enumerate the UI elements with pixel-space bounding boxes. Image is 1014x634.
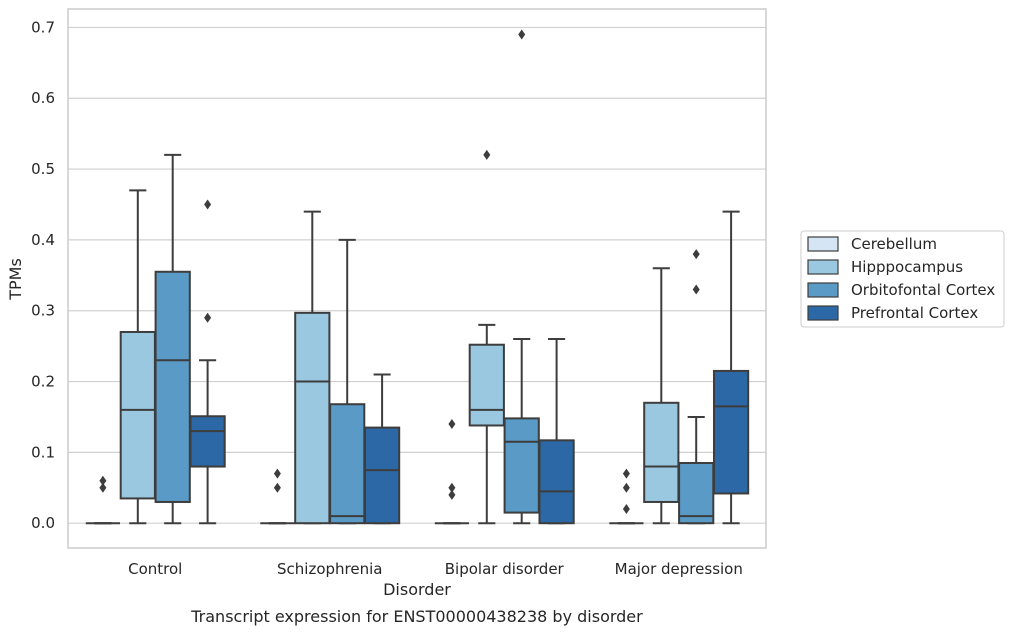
box-group <box>85 153 226 525</box>
box <box>468 343 505 427</box>
box-plot-item <box>503 29 540 525</box>
box-group <box>434 29 575 525</box>
y-axis-label: TPMs <box>6 258 25 301</box>
outlier-marker <box>622 468 630 479</box>
outlier-marker <box>99 475 107 486</box>
legend-item: Orbitofontal Cortex <box>807 281 995 299</box>
legend-label: Prefrontal Cortex <box>851 304 978 322</box>
outlier-marker <box>622 504 630 515</box>
plot-frame <box>67 8 767 549</box>
box <box>294 311 331 525</box>
box <box>643 401 680 503</box>
x-tick-labels: Control Schizophrenia Bipolar disorder Majo… <box>128 560 743 578</box>
box-plot-item <box>294 210 331 525</box>
box-plot-item <box>154 153 191 525</box>
legend: Cerebellum Hipppocampus Orbitofontal Corte… <box>800 230 1005 328</box>
box <box>154 270 191 503</box>
box <box>712 369 750 495</box>
box-plot-item <box>363 373 401 525</box>
box <box>503 417 540 514</box>
box-plot-item <box>468 149 505 525</box>
outlier-marker <box>622 482 630 493</box>
outlier-marker <box>99 482 107 493</box>
y-tick-label: 0.6 <box>31 89 55 107</box>
outlier-marker <box>692 249 700 260</box>
box <box>363 426 401 525</box>
legend-item: Cerebellum <box>807 235 937 253</box>
box-plot-item <box>434 419 470 525</box>
legend-label: Cerebellum <box>851 235 937 253</box>
outlier-marker <box>518 29 526 40</box>
legend-swatch <box>807 305 839 321</box>
box-groups <box>85 29 750 525</box>
y-tick-label: 0.7 <box>31 18 55 36</box>
legend-label: Hipppocampus <box>851 258 963 276</box>
outlier-marker <box>273 468 281 479</box>
legend-label: Orbitofontal Cortex <box>851 281 995 299</box>
box <box>329 403 366 525</box>
box-plot-item <box>260 468 295 525</box>
x-tick-label: Control <box>128 560 182 578</box>
outlier-marker <box>448 489 456 500</box>
box-plot-item <box>189 199 226 525</box>
box <box>189 415 226 468</box>
box-plot-item <box>538 338 575 525</box>
y-tick-label: 0.2 <box>31 373 55 391</box>
box <box>119 330 156 500</box>
outlier-marker <box>204 199 212 210</box>
box-plot-item <box>678 249 715 525</box>
legend-frame <box>800 230 1005 328</box>
y-tick-label: 0.4 <box>31 231 55 249</box>
y-tick-label: 0.3 <box>31 302 55 320</box>
x-tick-label: Bipolar disorder <box>445 560 565 578</box>
y-tick-label: 0.5 <box>31 160 55 178</box>
legend-swatch <box>807 282 839 298</box>
box-plot-item <box>712 210 750 525</box>
y-tick-label: 0.0 <box>31 514 55 532</box>
box <box>538 439 575 525</box>
outlier-marker <box>273 482 281 493</box>
box-plot-item <box>85 475 121 525</box>
x-tick-label: Major depression <box>615 560 743 578</box>
figure-caption: Transcript expression for ENST0000043823… <box>190 607 643 626</box>
box-plot-item <box>643 267 680 525</box>
box-plot-item <box>329 238 366 525</box>
box <box>678 462 715 525</box>
outlier-marker <box>448 419 456 430</box>
box-group <box>260 210 401 525</box>
legend-item: Hipppocampus <box>807 258 963 276</box>
x-axis-label: Disorder <box>383 580 451 599</box>
outlier-marker <box>204 312 212 323</box>
legend-item: Prefrontal Cortex <box>807 304 978 322</box>
box-group <box>609 210 750 525</box>
legend-swatch <box>807 236 839 252</box>
x-tick-label: Schizophrenia <box>277 560 382 578</box>
outlier-marker <box>448 482 456 493</box>
y-tick-label: 0.1 <box>31 443 55 461</box>
outlier-marker <box>483 149 491 160</box>
outlier-marker <box>692 284 700 295</box>
box-plot-item <box>609 468 644 525</box>
y-tick-labels: 0.0 0.1 0.2 0.3 0.4 0.5 0.6 0.7 <box>31 18 55 532</box>
legend-swatch <box>807 259 839 275</box>
